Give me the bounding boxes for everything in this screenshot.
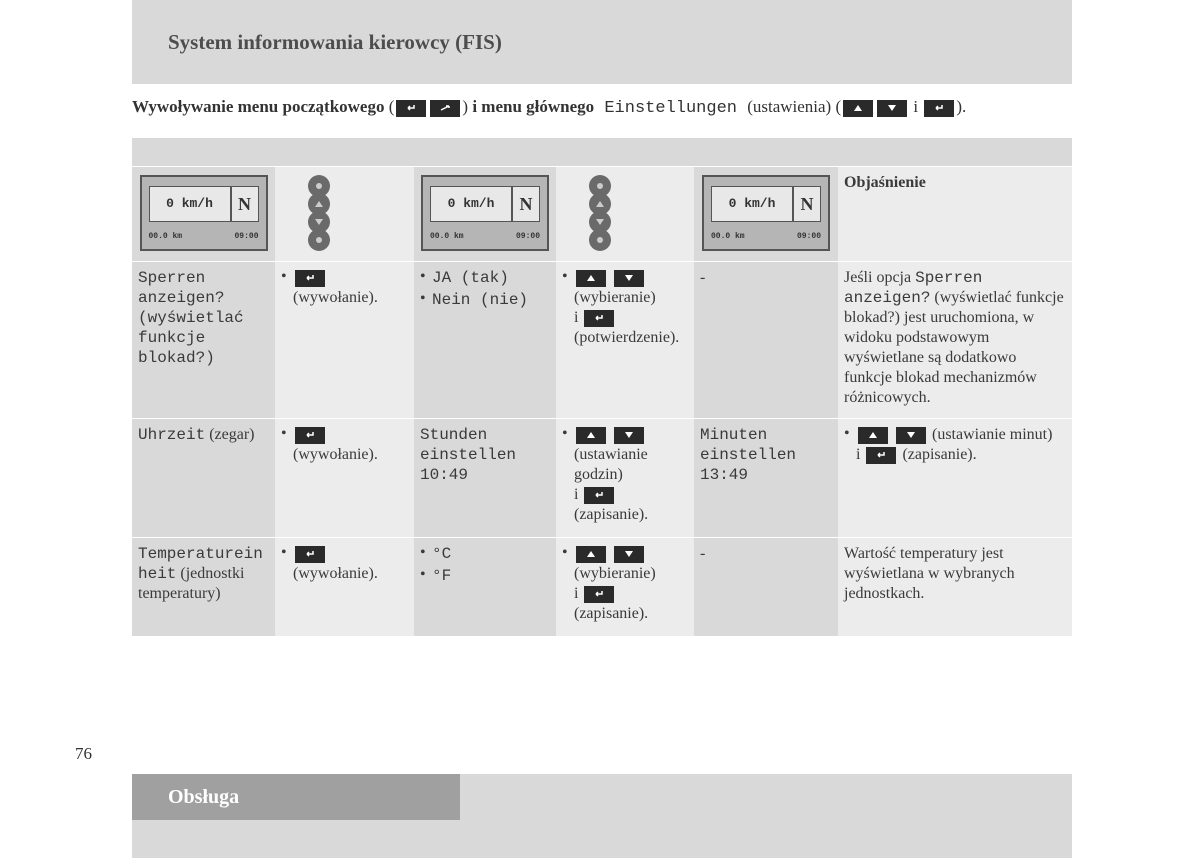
page-title: System informowania kierowcy (FIS) bbox=[168, 30, 502, 55]
enter-key-icon bbox=[584, 487, 614, 504]
explanation-cell: Jeśli opcja Sperren anzeigen? (wyświetla… bbox=[838, 262, 1072, 418]
options-cell: •JA (tak) •Nein (nie) bbox=[414, 262, 556, 418]
header-band: System informowania kierowcy (FIS) bbox=[132, 0, 1072, 84]
down-key-icon bbox=[877, 100, 907, 117]
value-cell: - bbox=[694, 538, 838, 636]
dpad-cell bbox=[275, 167, 414, 261]
value-cell: Stunden einstellen 10:49 bbox=[414, 419, 556, 537]
table-row: Uhrzeit (zegar) • (wywołanie). Stunden e… bbox=[132, 419, 1072, 538]
options-cell: •°C •°F bbox=[414, 538, 556, 636]
enter-key-icon bbox=[295, 270, 325, 287]
down-key-icon bbox=[614, 546, 644, 563]
down-key-icon bbox=[614, 427, 644, 444]
setting-name: Temperaturein heit (jednostki temperatur… bbox=[132, 538, 275, 636]
enter-key-icon bbox=[584, 310, 614, 327]
display-screen-icon: 0 km/h N 00.0 km 09:00 bbox=[702, 175, 830, 251]
action-cell: • (wywołanie). bbox=[275, 262, 414, 418]
setting-name: Uhrzeit (zegar) bbox=[132, 419, 275, 537]
page-number: 76 bbox=[75, 744, 92, 764]
down-key-icon bbox=[896, 427, 926, 444]
up-key-icon bbox=[576, 546, 606, 563]
up-key-icon bbox=[843, 100, 873, 117]
down-key-icon bbox=[614, 270, 644, 287]
dpad-cell bbox=[556, 167, 694, 261]
up-key-icon bbox=[576, 427, 606, 444]
explanation-header-cell: Objaśnienie bbox=[838, 167, 1072, 261]
up-key-icon bbox=[576, 270, 606, 287]
escape-key-icon bbox=[430, 100, 460, 117]
intro-mono: Einstellungen bbox=[594, 99, 747, 118]
action-cell: • (wywołanie). bbox=[275, 538, 414, 636]
display-screen-icon: 0 km/h N 00.0 km 09:00 bbox=[140, 175, 268, 251]
dpad-icon bbox=[299, 175, 339, 251]
value-cell: - bbox=[694, 262, 838, 418]
display-screen-icon: 0 km/h N 00.0 km 09:00 bbox=[421, 175, 549, 251]
screen-cell: 0 km/h N 00.0 km 09:00 bbox=[694, 167, 838, 261]
up-key-icon bbox=[858, 427, 888, 444]
intro-part2: i menu głównego bbox=[472, 97, 594, 116]
enter-key-icon bbox=[295, 546, 325, 563]
action-cell: • (wybieranie) i (zapisanie). bbox=[556, 538, 694, 636]
screen-cell: 0 km/h N 00.0 km 09:00 bbox=[132, 167, 275, 261]
enter-key-icon bbox=[866, 447, 896, 464]
setting-name: Sperren anzeigen? (wyświetlać funkcje bl… bbox=[132, 262, 275, 418]
table-row: Sperren anzeigen? (wyświetlać funkcje bl… bbox=[132, 262, 1072, 419]
table-row-header: 0 km/h N 00.0 km 09:00 0 km/h bbox=[132, 167, 1072, 262]
action-cell: • (wybieranie) i (potwierdzenie). bbox=[556, 262, 694, 418]
action-cell: • (ustawianie minut) i (zapisanie). bbox=[838, 419, 1072, 537]
dpad-icon bbox=[580, 175, 620, 251]
footer-tab-label: Obsługa bbox=[168, 786, 239, 809]
enter-key-icon bbox=[396, 100, 426, 117]
intro-line: Wywoływanie menu początkowego () i menu … bbox=[132, 97, 1072, 118]
explanation-header: Objaśnienie bbox=[844, 173, 1066, 193]
action-cell: • (wywołanie). bbox=[275, 419, 414, 537]
explanation-cell: Wartość temperatury jest wyświetlana w w… bbox=[838, 538, 1072, 636]
settings-table: 0 km/h N 00.0 km 09:00 0 km/h bbox=[132, 166, 1072, 637]
enter-key-icon bbox=[584, 586, 614, 603]
spacer-band bbox=[132, 138, 1072, 166]
footer-tab: Obsługa bbox=[132, 774, 460, 820]
enter-key-icon bbox=[924, 100, 954, 117]
intro-part1: Wywoływanie menu początkowego bbox=[132, 97, 384, 116]
enter-key-icon bbox=[295, 427, 325, 444]
value-cell: Minuten einstellen 13:49 bbox=[694, 419, 838, 537]
action-cell: • (ustawianie godzin) i (zapisanie). bbox=[556, 419, 694, 537]
table-row: Temperaturein heit (jednostki temperatur… bbox=[132, 538, 1072, 637]
screen-cell: 0 km/h N 00.0 km 09:00 bbox=[414, 167, 556, 261]
